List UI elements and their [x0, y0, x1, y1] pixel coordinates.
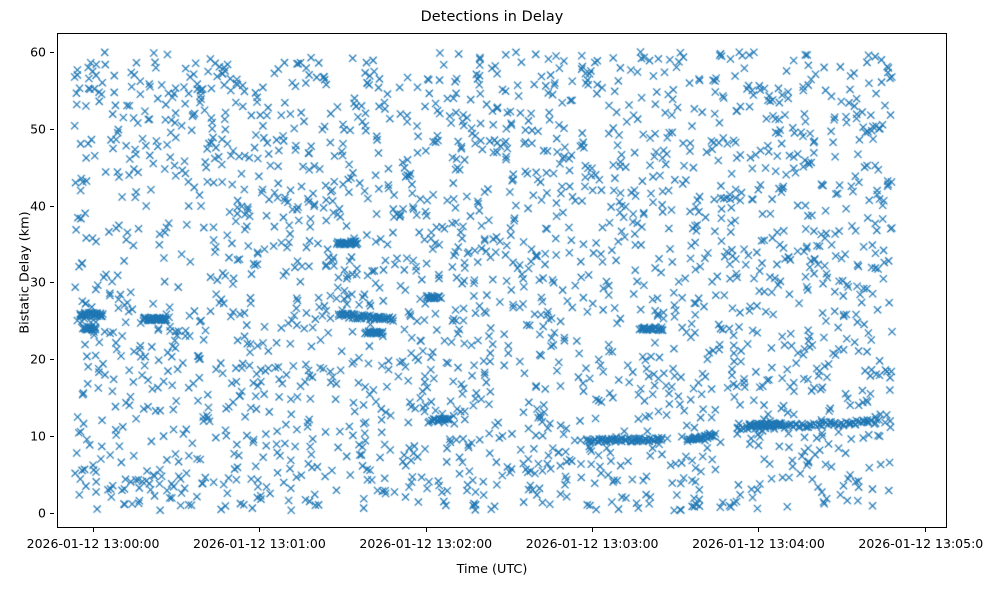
y-tick-mark	[50, 359, 54, 361]
x-tick-label-group: 2026-01-12 13:00:00 2026-01-12 13:01:00 20…	[0, 536, 984, 556]
y-tick-mark	[50, 205, 54, 207]
x-tick-label: 2026-01-12 13:01:00	[193, 536, 326, 551]
y-tick-label: 40	[30, 198, 46, 214]
y-tick-mark	[50, 282, 54, 284]
x-axis-label: Time (UTC)	[456, 562, 528, 577]
y-tick-label: 20	[30, 351, 46, 367]
y-tick-label: 50	[30, 121, 46, 137]
y-tick-label: 30	[30, 274, 46, 290]
x-tick-label: 2026-01-12 13:00:00	[26, 536, 160, 551]
plot-axes	[57, 33, 947, 528]
x-tick-mark	[93, 528, 95, 532]
y-tick-mark	[50, 52, 54, 54]
x-tick-mark	[259, 528, 261, 532]
x-tick-label: 2026-01-12 13:03:00	[525, 536, 659, 551]
x-tick-label: 2026-01-12 13:05:00	[858, 536, 984, 551]
y-tick-mark	[50, 435, 54, 437]
y-tick-mark-group	[0, 33, 57, 528]
x-tick-label: 2026-01-12 13:02:00	[359, 536, 493, 551]
y-tick-mark	[50, 512, 54, 514]
x-tick-mark	[924, 528, 926, 532]
x-tick-mark-group	[57, 528, 947, 534]
y-tick-mark	[50, 128, 54, 130]
y-tick-label: 10	[30, 428, 46, 444]
x-tick-mark	[758, 528, 760, 532]
page-title: Detections in Delay	[420, 9, 564, 25]
x-tick-mark	[425, 528, 427, 532]
y-tick-label: 60	[30, 44, 46, 60]
x-tick-label: 2026-01-12 13:04:00	[692, 536, 825, 551]
y-tick-label-group: 0 10 20 30 40 50 60	[0, 33, 46, 528]
x-tick-mark	[592, 528, 594, 532]
y-tick-label: 0	[38, 505, 46, 521]
scatter-plot-area	[58, 34, 946, 527]
